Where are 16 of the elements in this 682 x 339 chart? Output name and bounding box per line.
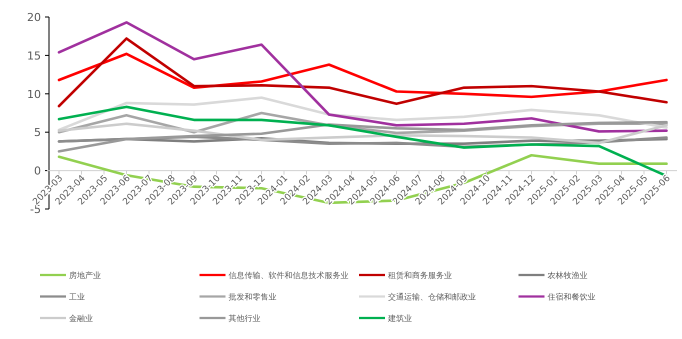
legend-label: 交通运输、仓储和邮政业 bbox=[388, 292, 476, 302]
legend-label: 其他行业 bbox=[228, 314, 260, 323]
legend-label: 住宿和餐饮业 bbox=[548, 292, 596, 302]
legend-label: 租赁和商务服务业 bbox=[388, 271, 452, 280]
y-tick-label: 0 bbox=[34, 164, 41, 178]
legend-label: 农林牧渔业 bbox=[548, 271, 588, 280]
legend-label: 信息传输、软件和信息技术服务业 bbox=[228, 271, 348, 280]
y-tick-label: 10 bbox=[27, 88, 41, 101]
legend-label: 批发和零售业 bbox=[228, 292, 276, 302]
legend-label: 房地产业 bbox=[69, 271, 101, 280]
legend-label: 金融业 bbox=[69, 314, 93, 323]
legend-label: 工业 bbox=[69, 292, 85, 302]
y-tick-label: 15 bbox=[27, 49, 41, 62]
y-tick-label: 5 bbox=[34, 126, 41, 140]
legend-label: 建筑业 bbox=[387, 314, 412, 323]
y-tick-label: 20 bbox=[27, 11, 41, 24]
